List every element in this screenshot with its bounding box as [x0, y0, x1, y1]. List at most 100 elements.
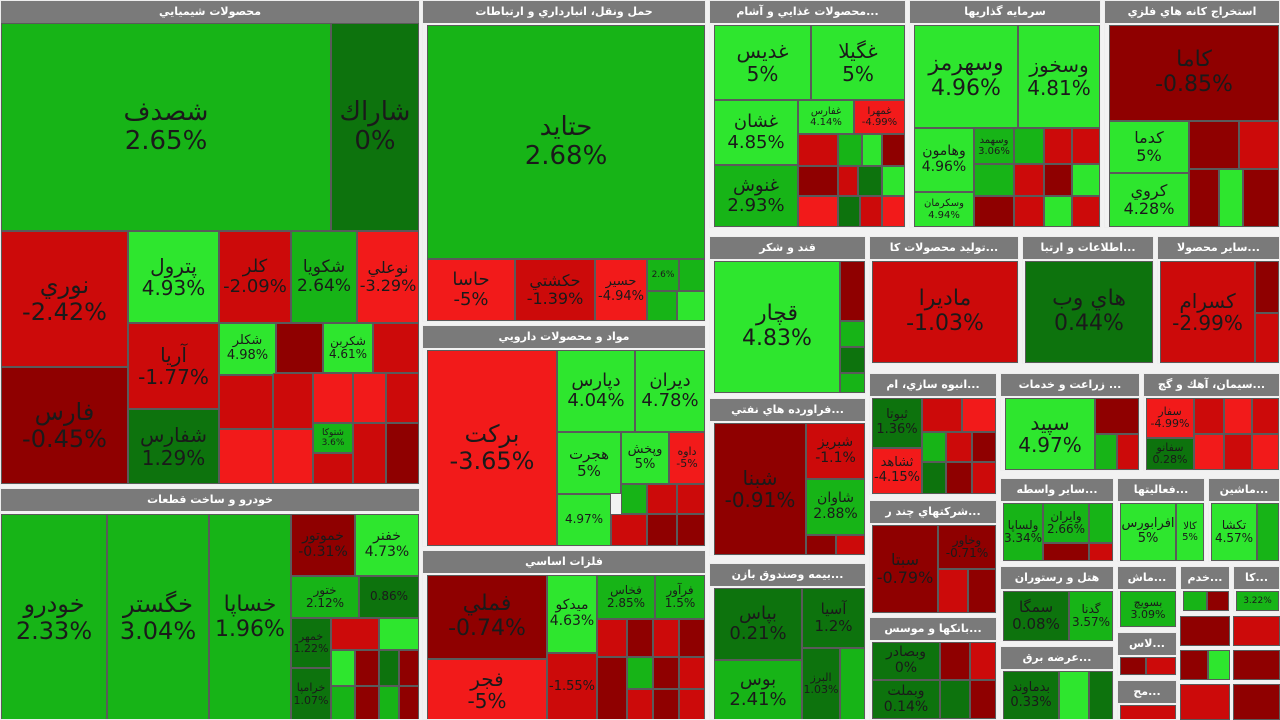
- tile-vbemellat[interactable]: وبملت 0.14%: [872, 680, 940, 719]
- tile-filler[interactable]: [798, 196, 838, 227]
- tile-filler[interactable]: [836, 535, 865, 555]
- tile-hakashti[interactable]: حكشتي -1.39%: [515, 259, 595, 321]
- tile-barekat[interactable]: بركت -3.65%: [427, 350, 557, 546]
- sector-header[interactable]: ...مح: [1118, 681, 1176, 703]
- tile-vbsader[interactable]: وبصادر 0%: [872, 642, 940, 680]
- sector-header[interactable]: حمل ونقل، انبارداري و ارتباطات: [423, 1, 705, 23]
- tile-filler[interactable]: [1180, 616, 1230, 646]
- tile-filler[interactable]: [1014, 128, 1044, 164]
- tile-filler[interactable]: [840, 648, 865, 719]
- tile-filler[interactable]: [1072, 196, 1100, 227]
- tile-filler[interactable]: [1146, 657, 1176, 675]
- tile-filler[interactable]: [1183, 591, 1207, 611]
- tile-filler[interactable]: [647, 484, 677, 514]
- tile-filler[interactable]: [1243, 169, 1279, 227]
- tile-filler[interactable]: [355, 650, 379, 686]
- tile-khsapa[interactable]: خساپا 1.96%: [209, 514, 291, 719]
- sector-header[interactable]: ...انبوه سازي، ام: [870, 374, 996, 396]
- tile-boos[interactable]: بوس 2.41%: [714, 660, 802, 719]
- tile-filler[interactable]: [946, 462, 972, 494]
- tile-filler[interactable]: [379, 618, 419, 650]
- tile-filler[interactable]: [647, 514, 677, 546]
- sector-header[interactable]: محصولات شيميايي: [1, 1, 419, 23]
- tile-filler[interactable]: [838, 196, 860, 227]
- tile-filler[interactable]: [1252, 398, 1279, 434]
- tile-vsahmad[interactable]: وسهمد 3.06%: [974, 128, 1014, 164]
- sector-header[interactable]: ...فراورده هاي نفتي: [710, 399, 865, 421]
- tile-khtoor[interactable]: ختور 2.12%: [291, 576, 359, 618]
- tile-filler[interactable]: [1189, 121, 1239, 169]
- tile-filler[interactable]: [1233, 684, 1280, 720]
- tile-filler[interactable]: [1089, 543, 1113, 561]
- tile-filler[interactable]: [653, 689, 679, 719]
- tile-filler[interactable]: [1043, 543, 1089, 561]
- tile-filler[interactable]: [1224, 434, 1252, 470]
- sector-header[interactable]: ...بيمه وصندوق بازن: [710, 564, 865, 586]
- tile-filler[interactable]: [627, 689, 653, 719]
- tile-filler[interactable]: [1219, 169, 1243, 227]
- tile-filler[interactable]: [882, 196, 905, 227]
- tile-shkalar[interactable]: شكلر 4.98%: [219, 323, 276, 375]
- tile-filler[interactable]: [968, 569, 996, 613]
- tile-kharampa[interactable]: خرامپا 1.07%: [291, 668, 331, 719]
- tile-filler[interactable]: [946, 432, 972, 462]
- tile-small[interactable]: 2.6%: [647, 259, 679, 291]
- tile-filler[interactable]: [677, 514, 705, 546]
- tile-filler[interactable]: [862, 134, 882, 166]
- tile-filler[interactable]: [1120, 705, 1176, 719]
- tile-filler[interactable]: [386, 423, 419, 484]
- tile-filler[interactable]: [922, 398, 962, 432]
- tile-filler[interactable]: [677, 484, 705, 514]
- tile-filler[interactable]: [1044, 128, 1072, 164]
- tile-faravar[interactable]: فرآور 1.5%: [655, 575, 705, 619]
- tile-filler[interactable]: [1089, 503, 1113, 543]
- tile-filler[interactable]: [972, 432, 996, 462]
- tile-shabna[interactable]: شبنا -0.91%: [714, 423, 806, 555]
- sector-header[interactable]: قند و شكر: [710, 237, 865, 259]
- sector-header[interactable]: ...كا: [1234, 567, 1279, 589]
- tile-filler[interactable]: [1044, 196, 1072, 227]
- tile-vairan[interactable]: وايران 2.66%: [1043, 503, 1089, 543]
- sector-header[interactable]: خودرو و ساخت قطعات: [1, 489, 419, 511]
- tile-filler[interactable]: [1252, 434, 1279, 470]
- tile-filler[interactable]: [1044, 164, 1072, 196]
- tile-filler[interactable]: [974, 196, 1014, 227]
- tile-khfanar[interactable]: خفنر 4.73%: [355, 514, 419, 576]
- tile-filler[interactable]: [838, 166, 858, 196]
- sector-header[interactable]: فلزات اساسي: [423, 551, 705, 573]
- tile-filler[interactable]: [621, 484, 647, 514]
- tile-filler[interactable]: [1255, 261, 1279, 313]
- tile-vskerman[interactable]: وسكرمان 4.94%: [914, 192, 974, 227]
- tile-filler[interactable]: [840, 321, 865, 347]
- tile-filler[interactable]: [1255, 313, 1279, 363]
- tile-fajr[interactable]: فجر -5%: [427, 659, 547, 719]
- tile-filler[interactable]: [679, 259, 705, 291]
- tile-filler[interactable]: [653, 657, 679, 689]
- sector-header[interactable]: استخراج كانه هاي فلزي: [1105, 1, 1279, 23]
- tile-filler[interactable]: [922, 432, 946, 462]
- tile-hejrat[interactable]: هجرت 5%: [557, 432, 621, 494]
- tile-sharak[interactable]: شاراك 0%: [331, 23, 419, 231]
- tile-ghgila[interactable]: غگيلا 5%: [811, 25, 905, 100]
- tile-dpars[interactable]: دپارس 4.04%: [557, 350, 635, 432]
- sector-header[interactable]: ...ماشين: [1209, 479, 1279, 501]
- tile-gadna[interactable]: گدنا 3.57%: [1069, 591, 1113, 641]
- tile-volsapa[interactable]: ولساپا 3.34%: [1003, 503, 1043, 561]
- tile-filler[interactable]: [273, 429, 313, 484]
- sector-header[interactable]: ...اطلاعات و ارتبا: [1023, 237, 1153, 259]
- sector-header[interactable]: ...لاس: [1118, 633, 1176, 655]
- tile-filler[interactable]: [1207, 591, 1229, 611]
- tile-filler[interactable]: [313, 373, 353, 423]
- sector-header[interactable]: مواد و محصولات دارويي: [423, 326, 705, 348]
- tile-khavar[interactable]: 0.86%: [359, 576, 419, 618]
- sector-header[interactable]: سرمايه گذاريها: [910, 1, 1100, 23]
- tile-kama[interactable]: كاما -0.85%: [1109, 25, 1279, 121]
- tile-hasir[interactable]: حسير -4.94%: [595, 259, 647, 321]
- tile-filler[interactable]: [353, 423, 386, 484]
- tile-shkarbon[interactable]: شكربن 4.61%: [323, 323, 373, 373]
- tile-khodro[interactable]: خودرو 2.33%: [1, 514, 107, 719]
- tile-filler[interactable]: [219, 375, 273, 429]
- sector-header[interactable]: هتل و رستوران: [1001, 567, 1113, 589]
- tile-filler[interactable]: [1014, 164, 1044, 196]
- tile-filler[interactable]: [840, 347, 865, 373]
